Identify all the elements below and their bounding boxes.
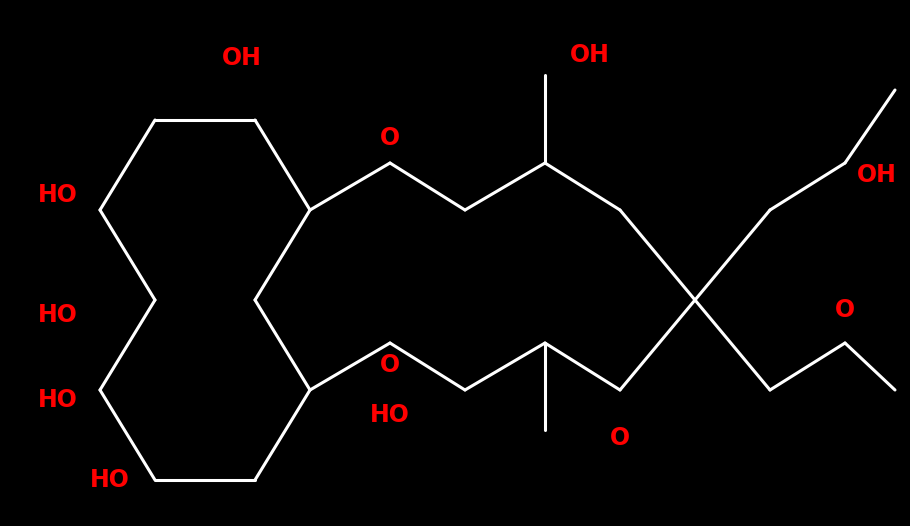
Text: O: O [380, 126, 400, 150]
Text: O: O [610, 426, 630, 450]
Text: OH: OH [222, 46, 262, 70]
Text: OH: OH [570, 43, 610, 67]
Text: OH: OH [857, 163, 897, 187]
Text: HO: HO [90, 468, 130, 492]
Text: O: O [380, 353, 400, 377]
Text: HO: HO [38, 303, 78, 327]
Text: HO: HO [38, 388, 78, 412]
Text: O: O [835, 298, 855, 322]
Text: HO: HO [370, 403, 410, 427]
Text: HO: HO [38, 183, 78, 207]
